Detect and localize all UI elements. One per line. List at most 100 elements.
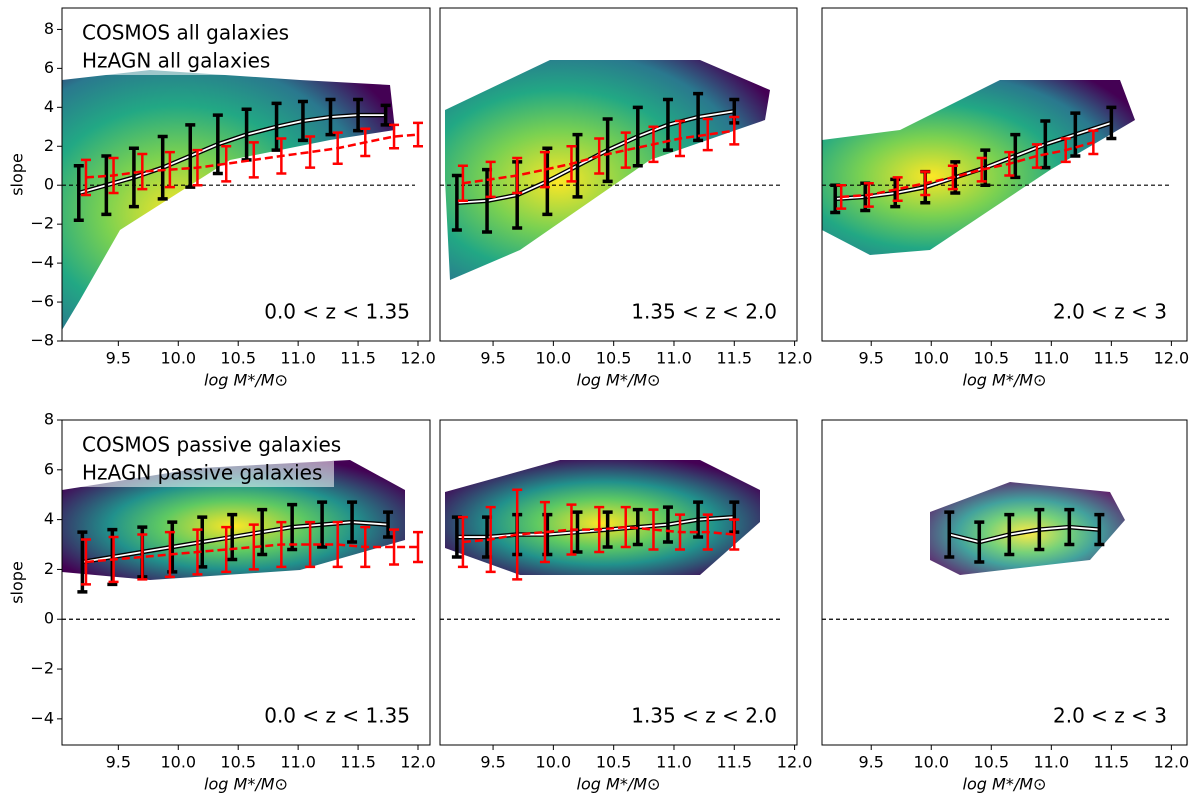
error-bar — [457, 515, 468, 569]
error-bar — [662, 505, 673, 544]
x-tick-label: 10.5 — [596, 753, 632, 772]
error-bar — [944, 510, 955, 559]
error-bar — [276, 137, 287, 175]
x-tick-label: 10.5 — [596, 349, 632, 368]
error-bar — [566, 503, 577, 556]
error-bar — [101, 154, 112, 217]
error-bar — [1031, 143, 1042, 169]
error-bar — [485, 160, 496, 199]
error-bar — [80, 538, 91, 586]
error-bar — [602, 117, 613, 184]
error-bar — [137, 533, 148, 581]
y-tick-label: 0 — [44, 609, 54, 628]
y-tick-label: −8 — [30, 331, 54, 350]
y-tick-label: −2 — [30, 214, 54, 233]
x-tick-label: 11.5 — [716, 753, 752, 772]
annotation: 1.35 < z < 2.0 — [631, 704, 777, 728]
error-bar — [317, 500, 328, 549]
error-bar — [1094, 512, 1105, 547]
annotation: 1.35 < z < 2.0 — [631, 300, 777, 324]
error-bar — [1010, 132, 1021, 180]
error-bar — [276, 520, 287, 569]
error-bar — [164, 530, 175, 579]
error-bar — [594, 137, 605, 175]
error-bar — [164, 150, 175, 189]
error-bar — [594, 505, 605, 554]
error-bar — [947, 164, 958, 191]
x-axis-label: log M*/M⊙ — [577, 371, 661, 390]
error-bar — [73, 163, 84, 223]
legend-label: HzAGN passive galaxies — [82, 461, 322, 485]
error-bar — [389, 528, 400, 566]
y-tick-label: −6 — [30, 292, 54, 311]
x-tick-label: 12.0 — [777, 753, 813, 772]
x-tick-label: 11.5 — [716, 349, 752, 368]
error-bar — [1004, 150, 1015, 177]
y-tick-label: 2 — [44, 136, 54, 155]
error-bar — [297, 99, 308, 143]
legend-backdrop — [76, 433, 334, 459]
y-axis-label: slope — [8, 153, 27, 196]
error-bar — [572, 510, 583, 554]
error-bar — [248, 141, 259, 179]
error-bar — [360, 127, 371, 158]
y-tick-label: 0 — [44, 175, 54, 194]
x-tick-label: 12.0 — [1154, 349, 1190, 368]
plot-frame — [439, 419, 798, 746]
error-bar — [305, 135, 316, 169]
x-tick-label: 10.5 — [220, 753, 256, 772]
plot-frame — [61, 419, 431, 746]
error-bar — [1106, 105, 1117, 141]
error-bar — [1088, 129, 1099, 156]
x-tick-label: 10.0 — [160, 349, 196, 368]
error-bar — [221, 145, 232, 183]
x-tick-label: 12.0 — [1154, 753, 1190, 772]
y-axis-label: slope — [8, 561, 27, 604]
density-cloud — [822, 80, 1135, 255]
y-tick-label: 6 — [44, 459, 54, 478]
x-tick-label: 9.5 — [106, 753, 131, 772]
x-axis-label: log M*/M⊙ — [204, 371, 288, 390]
error-bar — [512, 156, 523, 195]
y-tick-label: 2 — [44, 559, 54, 578]
error-bar — [572, 132, 583, 199]
error-bar — [976, 156, 987, 183]
x-tick-label: 10.5 — [973, 753, 1009, 772]
x-tick-label: 9.5 — [106, 349, 131, 368]
x-tick-label: 10.0 — [160, 753, 196, 772]
error-bar — [892, 176, 903, 203]
error-bar — [389, 123, 400, 150]
error-bar — [360, 525, 371, 569]
error-bar — [1034, 507, 1045, 552]
x-tick-label: 11.5 — [1094, 753, 1130, 772]
x-tick-label: 12.0 — [400, 753, 436, 772]
error-bar — [836, 183, 847, 210]
error-bar — [1070, 111, 1081, 158]
plot-frame — [821, 419, 1188, 746]
x-tick-label: 10.0 — [913, 753, 949, 772]
error-bar — [620, 505, 631, 549]
x-tick-label: 9.5 — [480, 349, 505, 368]
x-tick-label: 10.5 — [220, 349, 256, 368]
y-tick-label: −2 — [30, 659, 54, 678]
x-tick-label: 11.5 — [340, 753, 376, 772]
density-cloud — [62, 70, 395, 330]
error-bar — [675, 513, 686, 551]
x-tick-label: 11.0 — [280, 753, 316, 772]
error-bar — [192, 528, 203, 576]
plot-frame — [61, 7, 431, 342]
x-axis-label: log M*/M⊙ — [577, 775, 661, 794]
x-axis-label: log M*/M⊙ — [204, 775, 288, 794]
error-bar — [863, 182, 874, 208]
error-bar — [693, 500, 704, 539]
error-bar — [539, 500, 550, 564]
error-bar — [1040, 119, 1051, 170]
legend-label: COSMOS passive galaxies — [82, 433, 341, 457]
x-tick-label: 10.0 — [913, 349, 949, 368]
y-tick-label: 6 — [44, 58, 54, 77]
annotation: 0.0 < z < 1.35 — [264, 704, 410, 728]
annotation: 2.0 < z < 3 — [1053, 704, 1167, 728]
error-bar — [108, 156, 119, 195]
error-bar — [383, 510, 394, 539]
